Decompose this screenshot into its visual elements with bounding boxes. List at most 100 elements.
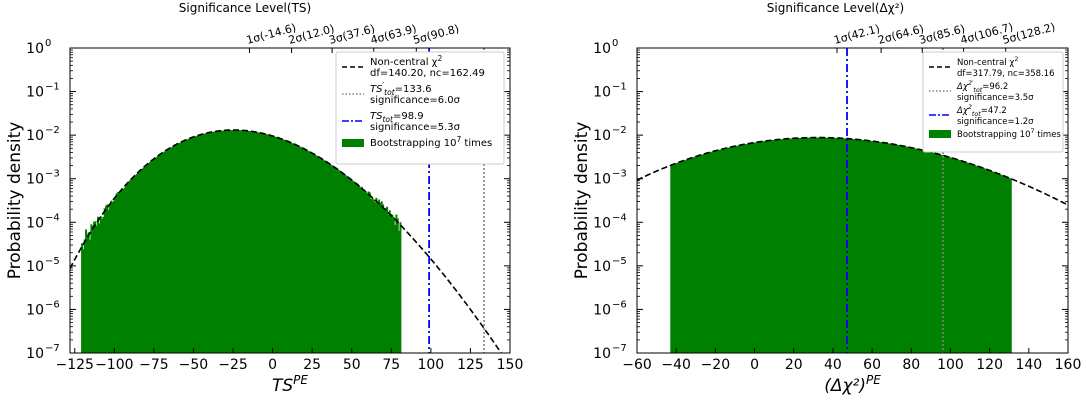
histogram-bar <box>133 176 135 353</box>
histogram-bar <box>825 137 828 353</box>
histogram-bar <box>167 148 170 353</box>
histogram-bar <box>745 143 748 353</box>
histogram-bar <box>671 164 674 353</box>
histogram-bar <box>989 170 992 353</box>
histogram-bar <box>701 154 704 353</box>
y-tick-label: 10 <box>26 346 44 362</box>
histogram-bar <box>998 173 1001 353</box>
histogram-bar <box>287 141 290 353</box>
histogram-bar <box>99 216 102 353</box>
histogram-bar <box>121 188 123 353</box>
histogram-bar <box>154 157 157 353</box>
histogram-bar <box>808 137 811 353</box>
noncentral-chi2-curve <box>70 129 503 353</box>
histogram-bar <box>921 150 924 353</box>
histogram-bar <box>923 150 926 353</box>
plot-area <box>637 48 1068 353</box>
histogram-bar <box>693 157 696 353</box>
histogram-bar <box>815 137 818 353</box>
histogram-bar <box>342 173 345 353</box>
histogram-bar <box>103 208 106 353</box>
histogram-bar <box>951 157 954 353</box>
histogram-bar <box>945 156 948 353</box>
histogram-bar <box>242 130 245 353</box>
histogram-bar <box>350 179 353 353</box>
histogram-bar <box>355 182 358 353</box>
histogram-bar <box>954 158 957 353</box>
histogram-bar <box>324 161 327 353</box>
y-tick-label: 10 <box>26 41 44 57</box>
histogram-bar <box>143 166 146 353</box>
histogram-bar <box>952 158 955 353</box>
histogram-bar <box>711 151 714 353</box>
x-tick-label: 0 <box>268 357 277 373</box>
histogram-bar <box>982 168 985 353</box>
histogram-bar <box>394 225 397 353</box>
histogram-bar <box>881 142 884 353</box>
histogram <box>81 130 402 353</box>
histogram-bar <box>695 156 698 353</box>
histogram-bar <box>331 165 334 353</box>
histogram-bar <box>162 152 165 353</box>
histogram-bar <box>219 130 222 353</box>
histogram-bar <box>107 209 110 353</box>
histogram-bar <box>708 152 711 353</box>
histogram-bar <box>731 146 734 353</box>
histogram-bar <box>827 137 830 353</box>
y-tick-label-exponent: 0 <box>612 38 618 49</box>
histogram-bar <box>370 199 373 353</box>
legend-entry-line2: significance=3.5σ <box>957 93 1034 103</box>
histogram-bar <box>985 169 988 353</box>
histogram-bar <box>700 154 703 353</box>
x-tick-label: 150 <box>497 357 524 373</box>
histogram-bar <box>977 166 980 353</box>
histogram-bar <box>344 175 347 353</box>
histogram-bar <box>802 137 805 353</box>
histogram-bar <box>880 142 883 353</box>
x-tick-label: −75 <box>139 357 169 373</box>
histogram-bar <box>684 159 687 353</box>
histogram-bar <box>380 201 383 353</box>
histogram-bar <box>835 137 838 353</box>
histogram-bar <box>722 148 725 353</box>
histogram-bar <box>995 172 998 353</box>
histogram-bar <box>856 139 859 353</box>
histogram-bar <box>314 154 317 353</box>
histogram-bar <box>157 155 159 353</box>
histogram-bar <box>211 131 214 353</box>
y-tick-label: 10 <box>593 259 611 275</box>
histogram-bar <box>739 144 742 353</box>
histogram-bar <box>741 144 744 353</box>
histogram-bar <box>724 148 727 353</box>
histogram-bar <box>810 137 813 353</box>
histogram-bar <box>889 143 892 353</box>
histogram-bar <box>294 144 297 353</box>
histogram-bar <box>83 239 86 353</box>
y-axis-label: Probability density <box>572 122 592 280</box>
histogram-bar <box>86 234 89 353</box>
histogram-bar <box>105 205 107 353</box>
histogram-bar <box>270 135 273 353</box>
histogram-bar <box>759 141 762 353</box>
histogram-bar <box>792 138 795 353</box>
histogram-bar <box>766 140 769 353</box>
x-tick-label: 20 <box>785 357 803 373</box>
histogram-bar <box>372 199 375 353</box>
histogram-bar <box>964 161 967 353</box>
histogram-bar <box>751 142 754 353</box>
histogram-bar <box>928 151 931 353</box>
histogram-bar <box>904 146 907 353</box>
histogram-bar <box>259 132 262 353</box>
histogram-bar <box>275 137 278 353</box>
histogram-bar <box>114 198 117 353</box>
histogram-bar <box>697 155 700 353</box>
histogram-bar <box>862 139 865 353</box>
histogram-bar <box>292 143 295 353</box>
histogram-bar <box>914 148 917 353</box>
histogram-bar <box>335 168 338 353</box>
histogram-bar <box>178 143 181 353</box>
histogram-bar <box>222 130 225 353</box>
histogram-bar <box>399 222 402 353</box>
